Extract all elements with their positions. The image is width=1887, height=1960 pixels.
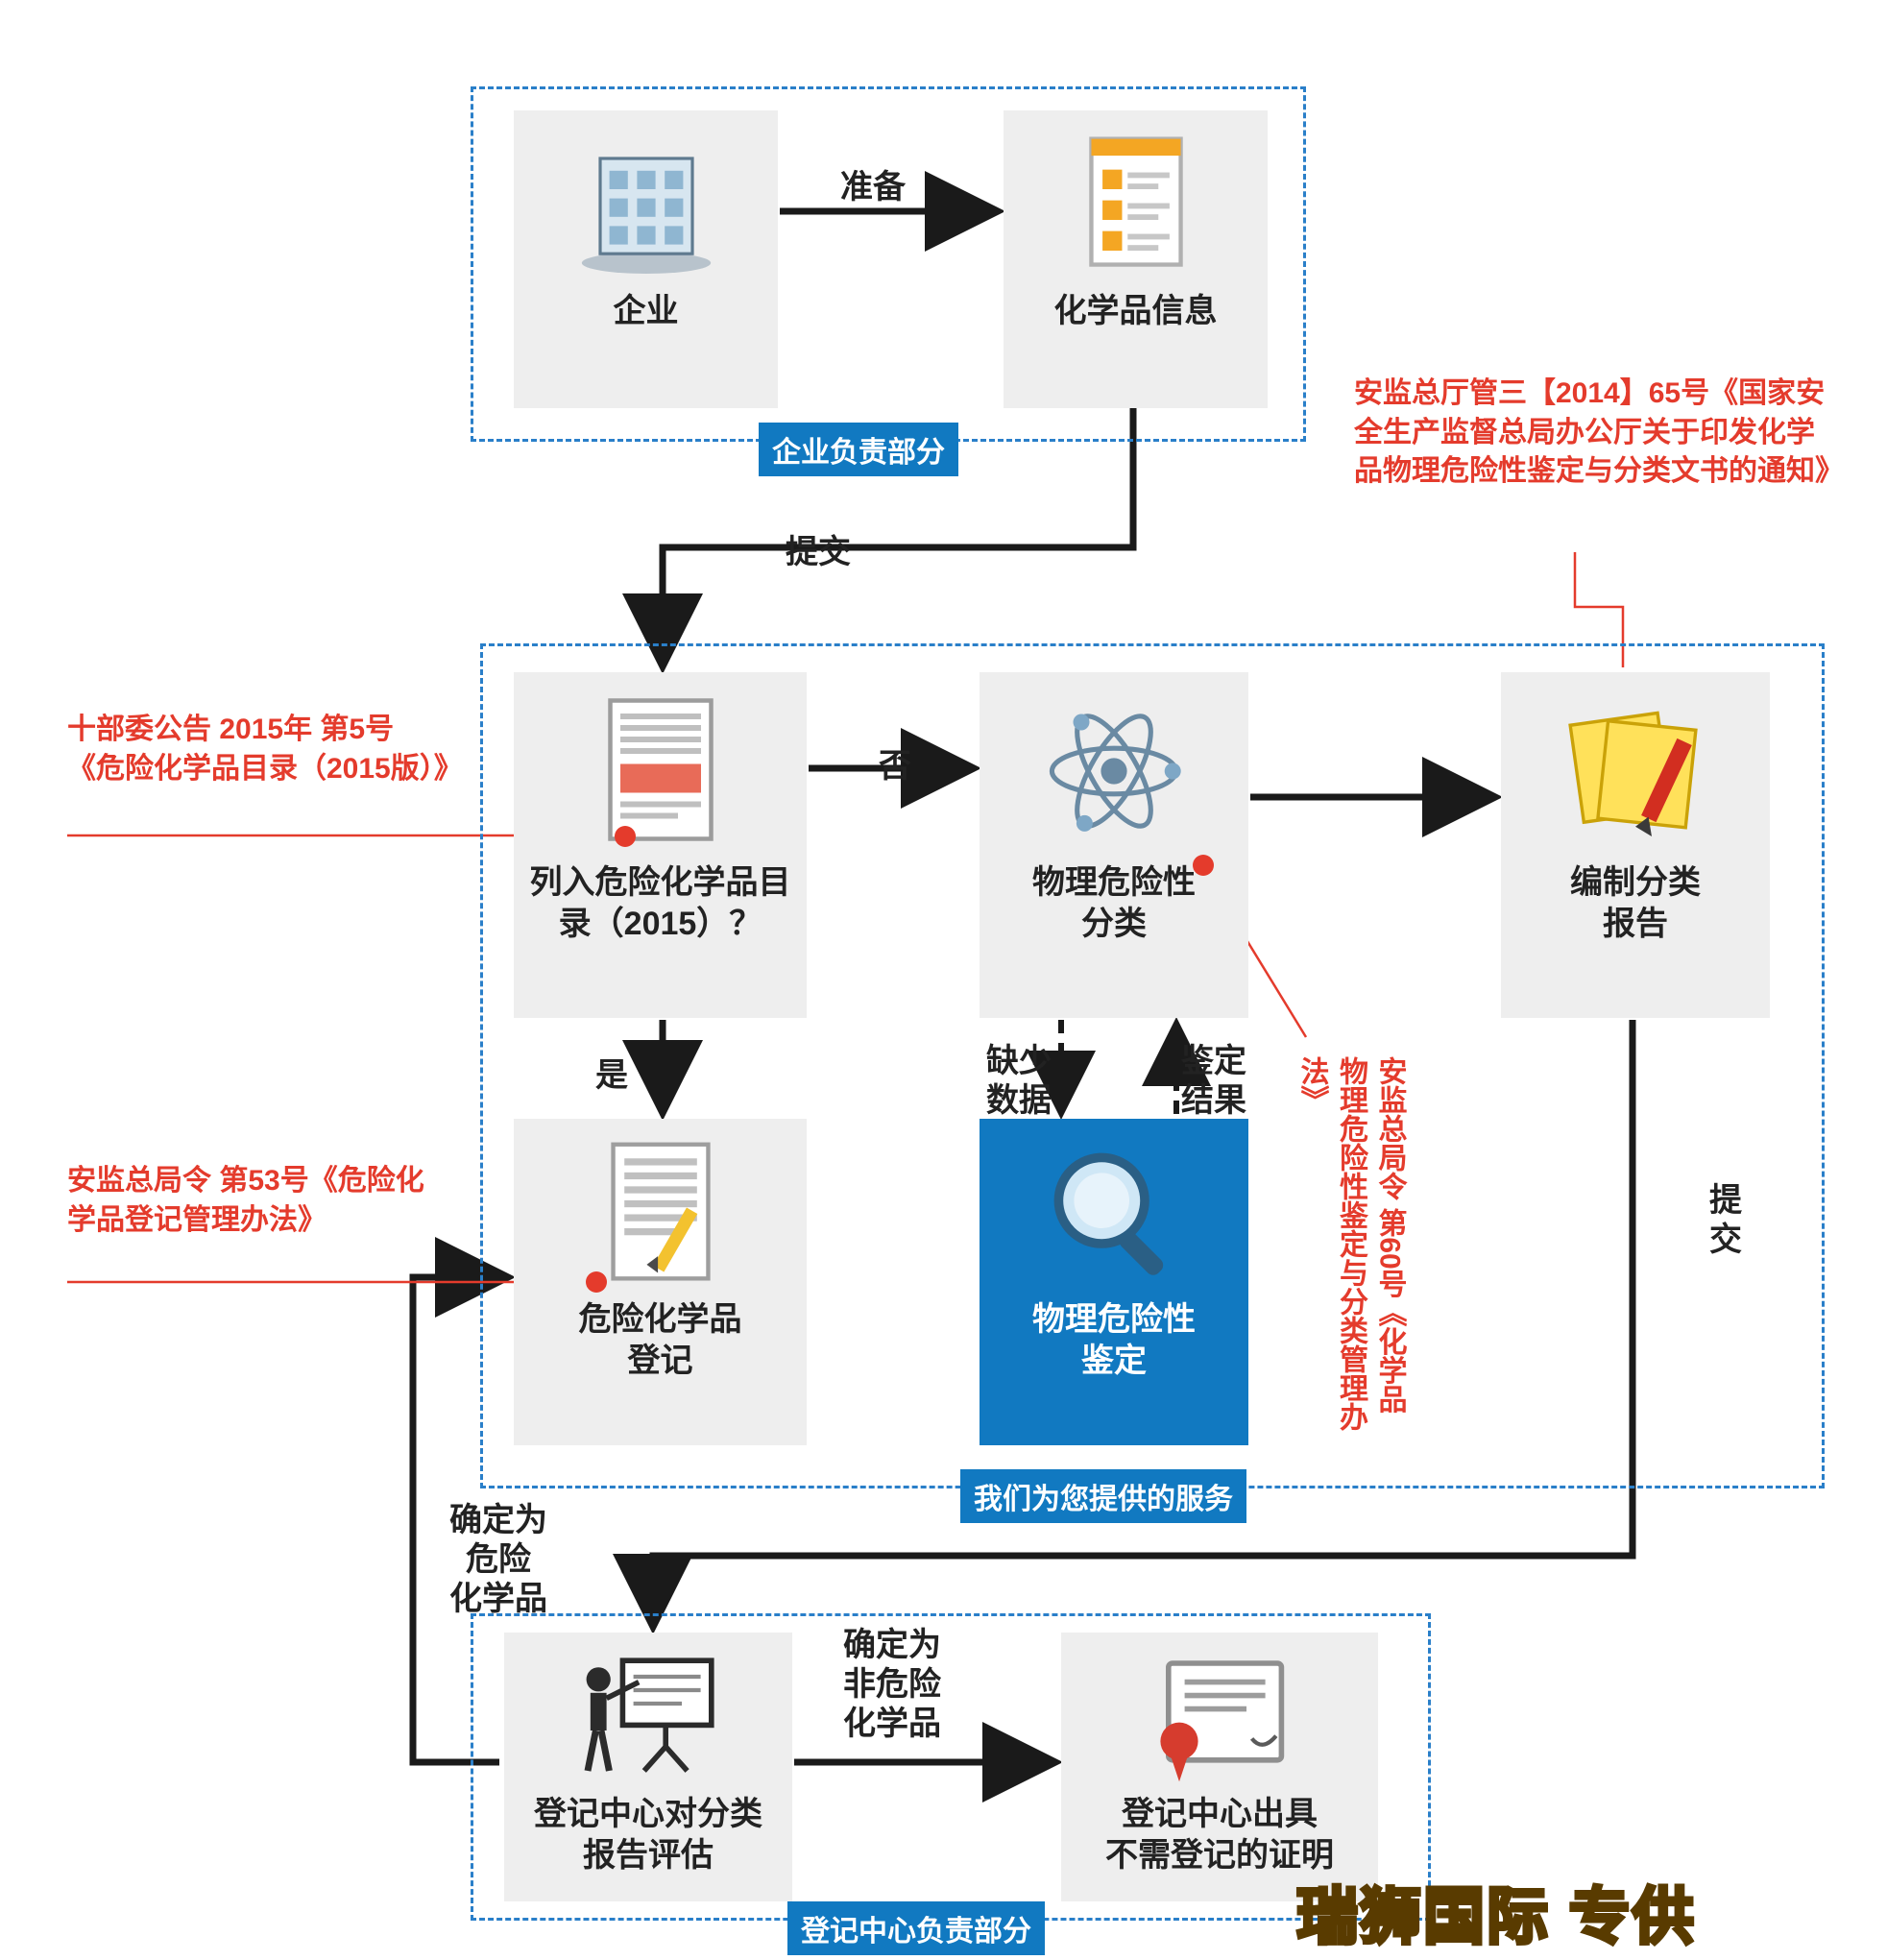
edge-label-submit1: 提交 — [786, 533, 851, 572]
section-service-label: 我们为您提供的服务 — [960, 1469, 1246, 1523]
document-icon — [1013, 128, 1258, 281]
node-evaluate: 登记中心对分类 报告评估 — [504, 1633, 792, 1901]
presentation-icon — [514, 1650, 783, 1784]
magnifier-icon — [989, 1136, 1239, 1290]
node-catalog-label: 列入危险化学品目录（2015）？ — [523, 862, 797, 944]
node-register-label: 危险化学品 登记 — [523, 1299, 797, 1381]
node-identify: 物理危险性 鉴定 — [980, 1119, 1248, 1445]
node-enterprise: 企业 — [514, 110, 778, 408]
red-dot-a2 — [586, 1271, 607, 1293]
node-catalog: 列入危险化学品目录（2015）？ — [514, 672, 807, 1018]
list-icon — [523, 690, 797, 853]
node-enterprise-label: 企业 — [523, 291, 768, 332]
node-certificate-label: 登记中心出具 不需登记的证明 — [1071, 1794, 1368, 1875]
edge-label-lackdata: 缺少 数据 — [975, 1042, 1052, 1121]
edge-label-no: 否 — [879, 747, 911, 786]
notes-icon — [1511, 690, 1760, 853]
annotation-a4: 安监总局令 第60号《化学品物理危险性鉴定与分类管理办法》 — [1292, 1056, 1409, 1440]
section-enterprise-label: 企业负责部分 — [759, 423, 958, 476]
node-physclass: 物理危险性 分类 — [980, 672, 1248, 1018]
annotation-a2: 安监总局令 第53号《危险化学品登记管理办法》 — [67, 1162, 451, 1240]
form-icon — [523, 1136, 797, 1290]
node-cheminfo: 化学品信息 — [1004, 110, 1268, 408]
red-dot-a1 — [615, 826, 636, 847]
building-icon — [523, 128, 768, 281]
annotation-a1: 十部委公告 2015年 第5号 《危险化学品目录（2015版）》 — [67, 711, 451, 788]
section-center-label: 登记中心负责部分 — [787, 1901, 1045, 1955]
watermark-text: 瑞狮国际 专供 — [1296, 1868, 1696, 1956]
edge-label-nonhazard: 确定为 非危险 化学品 — [843, 1626, 941, 1743]
edge-label-submit2: 提 交 — [1709, 1181, 1742, 1260]
edge-label-hazard: 确定为 危险 化学品 — [449, 1501, 547, 1618]
edge-label-yes: 是 — [595, 1056, 628, 1096]
node-report: 编制分类 报告 — [1501, 672, 1770, 1018]
edge-label-result: 鉴定 结果 — [1181, 1042, 1258, 1121]
node-evaluate-label: 登记中心对分类 报告评估 — [514, 1794, 783, 1875]
atom-icon — [989, 690, 1239, 853]
node-report-label: 编制分类 报告 — [1511, 862, 1760, 944]
edge-label-prepare: 准备 — [840, 168, 906, 207]
node-certificate: 登记中心出具 不需登记的证明 — [1061, 1633, 1378, 1901]
certificate-icon — [1071, 1650, 1368, 1784]
red-dot-a4 — [1193, 855, 1214, 876]
node-register: 危险化学品 登记 — [514, 1119, 807, 1445]
node-identify-label: 物理危险性 鉴定 — [989, 1299, 1239, 1381]
node-cheminfo-label: 化学品信息 — [1013, 291, 1258, 332]
annotation-a3: 安监总厅管三【2014】65号《国家安全生产监督总局办公厅关于印发化学品物理危险… — [1354, 375, 1834, 492]
